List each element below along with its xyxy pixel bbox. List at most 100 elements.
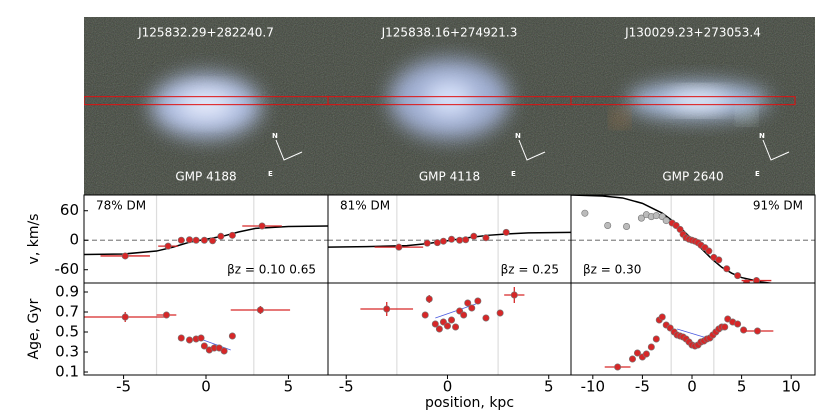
data-point (614, 363, 622, 371)
data-point (200, 236, 208, 244)
data-point (431, 320, 439, 328)
x-tick-label: 0 (687, 378, 697, 396)
beta-label: βz = 0.25 (501, 263, 559, 277)
data-point (217, 232, 225, 240)
data-point (209, 237, 217, 245)
data-point (647, 343, 655, 351)
data-point (164, 242, 172, 250)
dm-fraction: 78% DM (96, 199, 146, 213)
data-point (448, 316, 456, 324)
gray-point (652, 212, 660, 220)
x-tick-label: -5 (635, 378, 650, 396)
data-point (425, 295, 433, 303)
velocity-panel: 91% DM βz = 0.30 (570, 194, 816, 284)
data-point (496, 309, 504, 317)
plot-area (84, 283, 291, 375)
data-point (435, 325, 443, 333)
data-point (721, 323, 729, 331)
y-tick-label: -60 (55, 260, 80, 278)
gray-point (604, 221, 612, 229)
galaxy-image: J130029.23+273053.4 GMP 2640 N E (571, 17, 815, 195)
data-point (652, 335, 660, 343)
data-point (715, 256, 723, 264)
galaxy-id: J125838.16+274921.3 (381, 26, 518, 40)
data-point (258, 222, 266, 230)
gray-point (662, 217, 670, 225)
image-content (84, 17, 328, 195)
trend-line (677, 328, 708, 339)
frame (83, 282, 329, 376)
plot-area (571, 195, 815, 283)
age-panel: -10 -5 0 5 10 (570, 282, 816, 396)
data-point (421, 311, 429, 319)
slit (328, 96, 571, 106)
galaxy-image: J125832.29+282240.7 GMP 4188 N E (84, 17, 328, 195)
x-tick-label: 5 (737, 378, 747, 396)
galaxy-glow (613, 112, 626, 125)
image-content (571, 17, 815, 195)
data-point (177, 236, 185, 244)
compass (518, 139, 546, 161)
data-point (628, 355, 636, 363)
y-tick-label: 0 (69, 231, 79, 249)
data-point (220, 347, 228, 355)
data-point (456, 236, 464, 244)
data-point (482, 314, 490, 322)
x-axis-label: position, kpc (425, 395, 514, 411)
frame (570, 282, 816, 376)
data-point (197, 334, 205, 342)
x-tick-label: 0 (201, 378, 211, 396)
compass-e: E (755, 170, 760, 178)
data-point (228, 231, 236, 239)
age-panel: -5 0 5 position, kpc (327, 282, 572, 411)
plot-area (604, 283, 774, 375)
x-tick-label: -5 (339, 378, 354, 396)
plot-area (84, 195, 328, 283)
data-point (162, 311, 170, 319)
galaxy-image: J125838.16+274921.3 GMP 4118 N E (328, 17, 571, 195)
y-tick-label: 60 (60, 201, 79, 219)
beta-label: βz = 0.10 0.65 (227, 263, 316, 277)
dm-fraction: 81% DM (340, 199, 390, 213)
data-point (753, 327, 761, 335)
compass-n: N (759, 132, 765, 140)
data-point (752, 277, 760, 283)
data-point (433, 239, 441, 247)
x-tick-label: -5 (116, 378, 131, 396)
x-tick-label: 10 (782, 378, 801, 396)
velocity-panel: 81% DM βz = 0.25 (327, 194, 572, 284)
data-point (482, 234, 490, 242)
compass-n: N (515, 132, 521, 140)
data-point (470, 232, 478, 240)
galaxy-glow (667, 91, 728, 110)
image-content (328, 17, 571, 195)
velocity-panel: -60 0 60 78% DM βz = 0.10 0.65 v, km/s (26, 194, 329, 284)
galaxy-id: J130029.23+273053.4 (624, 26, 761, 40)
galaxy-name: GMP 4118 (419, 170, 480, 184)
plot-area (328, 195, 571, 283)
data-point (464, 299, 472, 307)
data-point (734, 320, 742, 328)
age-panel: 0.1 0.3 0.5 0.7 0.9 -5 0 5 Age, Gyr (26, 282, 329, 396)
data-point (460, 311, 468, 319)
compass-e: E (511, 170, 516, 178)
plot-area (360, 283, 525, 375)
y-tick-label: 0.3 (55, 343, 79, 361)
data-point (633, 349, 641, 357)
data-point (658, 313, 666, 321)
data-point (468, 304, 476, 312)
galaxy-id: J125832.29+282240.7 (137, 26, 274, 40)
data-point (186, 336, 194, 344)
dm-fraction: 91% DM (753, 199, 803, 213)
data-point (121, 252, 129, 260)
y-tick-label: 0.9 (55, 283, 79, 301)
gray-point (623, 222, 631, 230)
data-point (705, 247, 713, 255)
data-point (740, 326, 748, 334)
data-point (642, 350, 650, 358)
data-point (256, 306, 264, 314)
data-point (452, 323, 460, 331)
data-point (474, 297, 482, 305)
frame (327, 282, 572, 376)
galaxy-glow (740, 108, 753, 121)
